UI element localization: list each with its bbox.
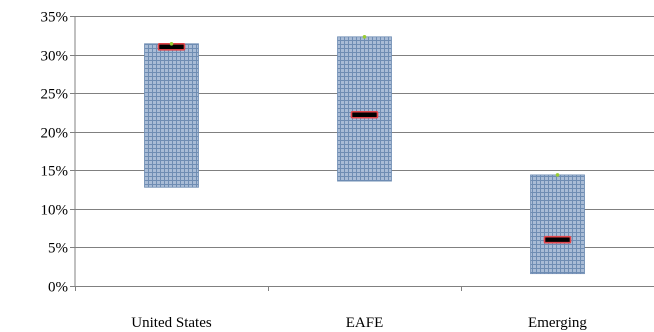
top-point bbox=[169, 41, 174, 46]
y-tick-label: 35% bbox=[41, 10, 69, 26]
range-bar bbox=[337, 36, 392, 182]
x-category-label: Emerging bbox=[528, 315, 587, 331]
top-point bbox=[555, 173, 560, 177]
x-category-label: EAFE bbox=[346, 315, 384, 331]
y-tick-label: 10% bbox=[41, 203, 69, 219]
value-markers bbox=[157, 35, 572, 244]
y-tick-label: 15% bbox=[41, 164, 69, 180]
range-bar bbox=[530, 174, 585, 275]
y-tick-label: 5% bbox=[48, 241, 68, 257]
y-tick-label: 25% bbox=[41, 87, 69, 103]
y-tick-label: 20% bbox=[41, 126, 69, 142]
range-bar bbox=[144, 43, 199, 188]
y-tick-label: 0% bbox=[48, 280, 68, 296]
top-point bbox=[362, 35, 367, 39]
y-tick-label: 30% bbox=[41, 49, 69, 65]
x-axis bbox=[70, 16, 462, 291]
x-axis-category-labels: United States EAFE Emerging bbox=[131, 315, 587, 331]
median-marker bbox=[350, 110, 379, 119]
range-bars bbox=[144, 36, 585, 275]
x-category-label: United States bbox=[131, 315, 212, 331]
median-marker bbox=[543, 235, 572, 244]
y-axis-tick-labels: 0% 5% 10% 15% 20% 25% 30% 35% bbox=[41, 10, 69, 296]
